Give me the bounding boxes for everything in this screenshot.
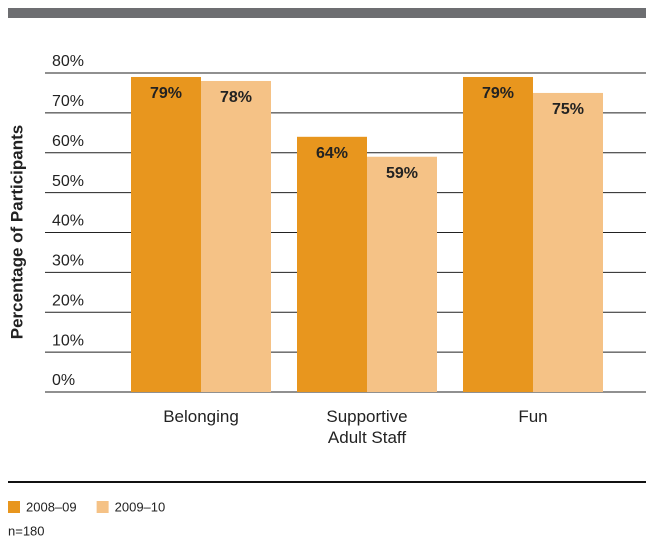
- value-label: 75%: [552, 101, 584, 118]
- x-tick-label: Belonging: [163, 407, 239, 426]
- value-label: 64%: [316, 145, 348, 162]
- value-label: 78%: [220, 89, 252, 106]
- bar: [367, 156, 437, 392]
- y-tick-label: 50%: [52, 173, 84, 190]
- legend-swatch: [96, 501, 109, 513]
- y-tick-label: 60%: [52, 133, 84, 150]
- x-tick-label: Supportive Adult Staff: [326, 407, 408, 447]
- value-label: 59%: [386, 165, 418, 182]
- x-tick-label: Fun: [518, 407, 548, 426]
- bar: [131, 76, 201, 393]
- legend-label: 2008–09: [26, 499, 77, 514]
- y-tick-label: 0%: [52, 372, 75, 389]
- y-tick-label: 20%: [52, 292, 84, 309]
- bar: [533, 92, 603, 392]
- y-tick-label: 10%: [52, 332, 84, 349]
- header-bar: [8, 8, 646, 18]
- legend-swatch: [8, 501, 20, 513]
- legend-label: 2009–10: [115, 499, 166, 514]
- note: n=180: [8, 523, 45, 538]
- y-tick-label: 40%: [52, 213, 84, 230]
- bar: [463, 76, 533, 393]
- value-label: 79%: [482, 85, 514, 102]
- y-tick-label: 70%: [52, 93, 84, 110]
- y-tick-label: 30%: [52, 253, 84, 270]
- y-axis-title: Percentage of Participants: [7, 125, 26, 339]
- bar: [201, 80, 271, 392]
- value-label: 79%: [150, 85, 182, 102]
- bar: [297, 136, 367, 392]
- y-tick-label: 80%: [52, 53, 84, 70]
